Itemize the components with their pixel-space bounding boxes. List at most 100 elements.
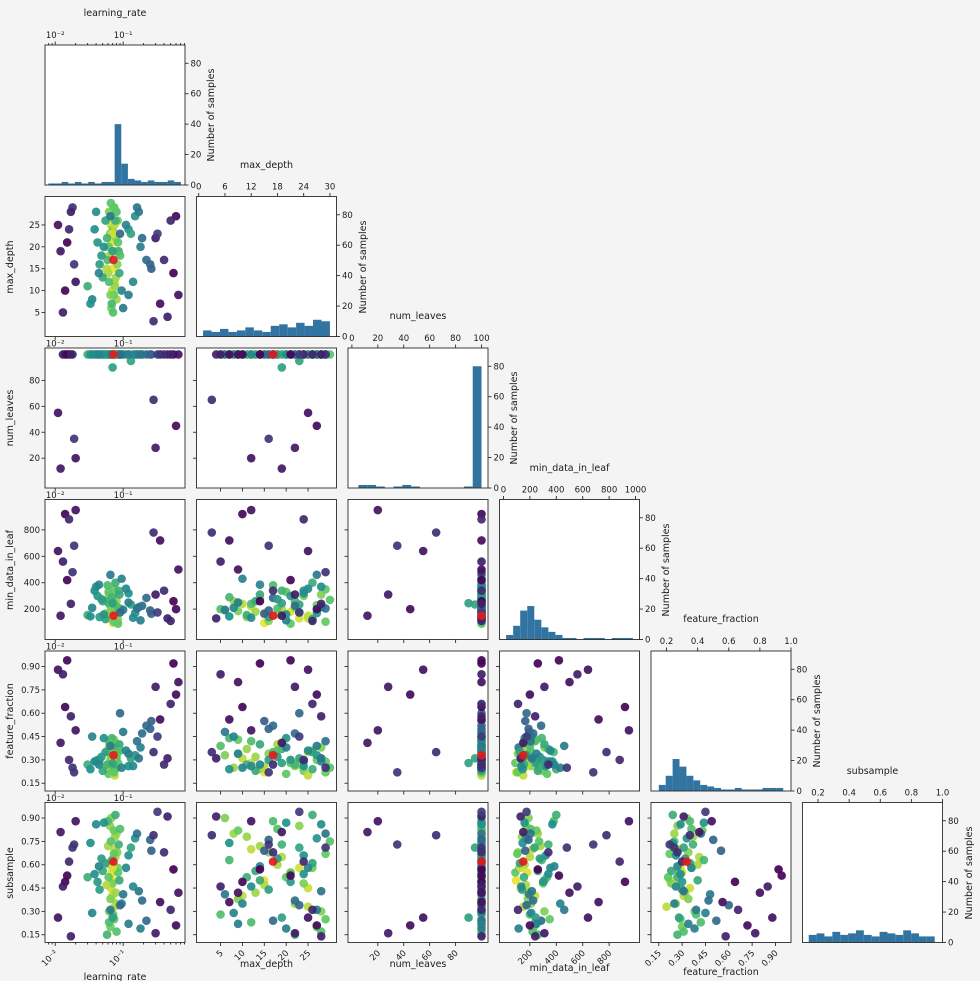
trial-point [316,819,326,829]
tick-label: 25 [29,221,40,231]
trial-point [134,207,144,217]
trial-point [670,899,679,908]
trial-point [60,286,70,295]
tick-label: 0.75 [21,837,40,847]
hist-bar [903,930,912,943]
scatter-subsample-vs-max_depth: 5 10 15 20 25 [193,802,337,964]
trial-point [220,889,230,899]
tick-label: 5 [35,308,40,318]
trial-point [755,888,765,898]
trial-point [540,907,549,916]
scatter-min_data_in_leaf-vs-max_depth [193,499,337,643]
tick-label: 10⁻² [46,794,65,804]
trial-point [169,865,178,874]
trial-point [64,225,74,234]
tick-label: 60 [424,334,435,344]
tick-label: 400 [548,486,564,496]
trial-point [246,844,256,854]
trial-point [707,816,716,826]
tick-label: 0.90 [21,663,40,673]
trial-point [522,708,531,718]
trial-point [516,761,526,771]
tick-label: 10⁻¹ [114,491,133,501]
hist-bar [672,759,680,791]
scatter-min_data_in_leaf-vs-learning_rate: 200 400 600 800 10⁻² 10⁻¹ [24,499,186,653]
trial-point [588,840,598,849]
trial-point [693,875,702,885]
trial-point [108,598,117,608]
tick-label: 600 [24,552,40,562]
trial-point [477,712,486,721]
trial-point [246,505,256,515]
trial-point [171,690,181,699]
trial-point [277,840,287,849]
trial-point [151,443,160,453]
scatter-subsample-vs-num_leaves: 20 40 60 80 [344,802,489,963]
best-trial-point [109,350,118,359]
trial-point [102,233,112,243]
trial-point [66,931,76,941]
trial-point [308,810,317,820]
trial-point [98,766,107,776]
trial-point [550,760,559,769]
trial-point [106,570,115,580]
trial-point [602,830,611,840]
trial-point [573,882,582,891]
hist-bar [167,180,175,185]
trial-point [159,760,169,769]
trial-point [106,741,115,751]
trial-point [431,747,441,757]
hist-bar [236,330,246,337]
trial-point [676,869,685,879]
hist-bar [304,325,314,337]
trial-point [238,574,247,584]
tick-label: 10 [233,949,248,964]
trial-point [86,612,95,621]
best-trial-point [268,350,278,359]
trial-point [666,866,676,876]
trial-point [520,818,529,828]
trial-point [383,928,393,938]
hist-bar [375,486,385,488]
trial-point [90,225,99,234]
trial-point [134,350,144,359]
trial-point [115,875,124,885]
trial-point [325,595,335,605]
trial-point [155,536,165,545]
trial-point [286,350,295,359]
trial-point [303,408,313,418]
trial-point [303,546,313,556]
trial-point [470,754,480,763]
trial-point [295,356,304,366]
hist-bar [562,637,570,640]
trial-point [363,827,372,837]
tick-label: 80 [494,362,505,372]
trial-point [99,242,109,252]
trial-point [97,752,106,762]
trial-point [316,754,326,763]
trial-point [238,877,247,887]
trial-point [118,303,128,313]
trial-point [464,913,473,922]
trial-point [255,590,265,599]
trial-point [477,919,486,929]
trial-point [106,905,115,915]
hist-bar [618,637,626,640]
trial-point [110,281,120,291]
hist-bar [121,163,128,185]
trial-point [290,928,300,938]
trial-point [277,586,287,595]
trial-point [106,894,115,904]
trial-point [373,816,383,826]
trial-point [533,865,543,874]
tick-label: 40 [342,272,353,282]
trial-point [134,602,144,612]
trial-point [750,928,760,938]
plot-border [196,196,337,337]
trial-point [66,599,76,609]
trial-point [97,594,106,604]
trial-point [405,921,415,930]
trial-point [64,755,74,765]
trial-point [281,769,291,779]
trial-point [207,395,217,405]
